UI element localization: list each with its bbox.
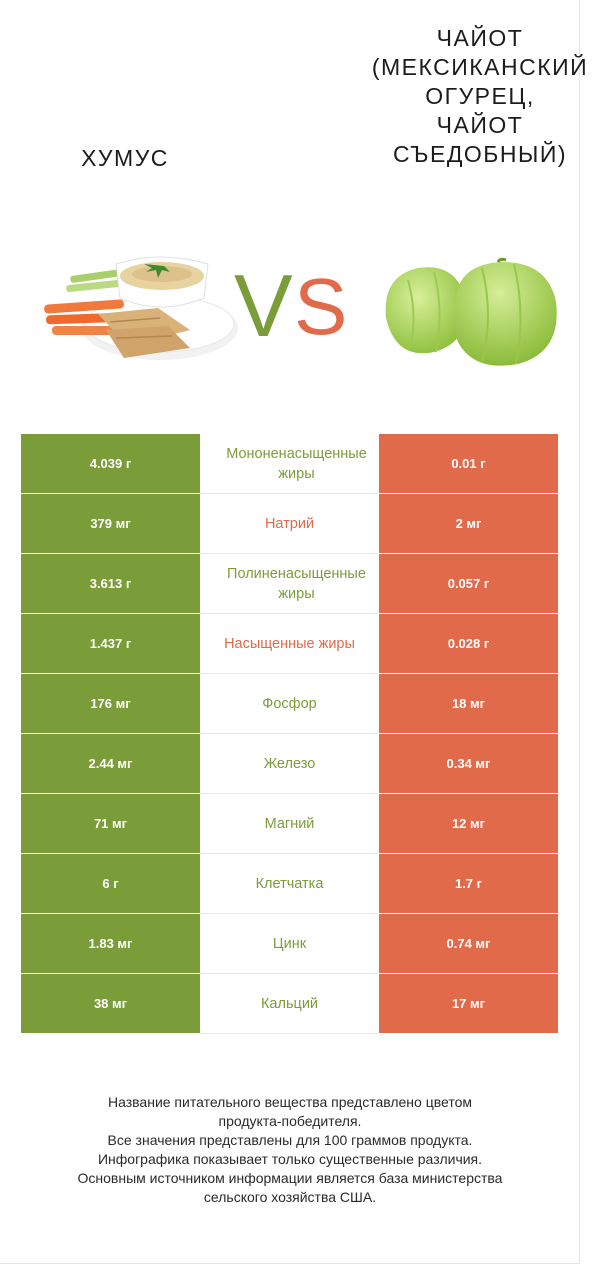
footer-line: Все значения представлены для 100 граммо… [107,1132,473,1148]
left-value-cell: 2.44 мг [21,734,200,793]
chayote-image [385,257,557,366]
table-row: 71 мг Магний 12 мг [21,794,558,854]
row-divider [200,553,379,554]
right-value-cell: 1.7 г [379,854,558,913]
row-divider [200,973,379,974]
table-row: 1.437 г Насыщенные жиры 0.028 г [21,614,558,674]
frame-right-border [579,0,580,1264]
footer-line: Основным источником информации является … [77,1170,503,1186]
row-divider [200,673,379,674]
hummus-bowl-image [44,256,238,360]
left-value-cell: 1.83 мг [21,914,200,973]
footer-line: Инфографика показывает только существенн… [97,1151,483,1167]
row-gap [379,733,558,734]
table-row: 4.039 г Мононенасыщенные жиры 0.01 г [21,434,558,494]
row-gap [21,853,200,854]
right-value-cell: 2 мг [379,494,558,553]
nutrient-name-cell: Железо [263,755,316,772]
vs-v-letter: V [234,256,293,346]
row-gap [379,613,558,614]
row-gap [379,673,558,674]
table-row: 6 г Клетчатка 1.7 г [21,854,558,914]
vs-mark: V S [234,256,347,346]
row-divider [200,853,379,854]
row-gap [379,853,558,854]
row-divider [200,793,379,794]
vs-s-letter: S [294,262,347,346]
row-gap [379,493,558,494]
row-gap [379,973,558,974]
nutrient-name-cell: Мононенасыщенные жиры [226,445,367,482]
nutrient-name-cell: Магний [264,815,315,832]
row-gap [21,1033,200,1034]
left-value-cell: 38 мг [21,974,200,1033]
nutrient-name-cell: Натрий [264,515,315,532]
right-food-title: Чайот (мексиканский огурец, чайот съедоб… [371,25,589,167]
row-gap [21,733,200,734]
row-gap [21,913,200,914]
row-gap [21,613,200,614]
footer-notes: Название питательного вещества представл… [20,1093,560,1207]
right-value-cell: 18 мг [379,674,558,733]
left-value-cell: 4.039 г [21,434,200,493]
table-row: 379 мг Натрий 2 мг [21,494,558,554]
right-value-cell: 0.057 г [379,554,558,613]
nutrient-name-cell: Полиненасыщенные жиры [227,565,366,602]
nutrient-name-cell: Цинк [272,935,307,952]
row-gap [21,973,200,974]
table-row: 1.83 мг Цинк 0.74 мг [21,914,558,974]
right-value-cell: 0.028 г [379,614,558,673]
left-value-cell: 1.437 г [21,614,200,673]
row-divider [200,493,379,494]
left-value-cell: 3.613 г [21,554,200,613]
footer-line: сельского хозяйства США. [203,1189,377,1205]
table-row: 176 мг Фосфор 18 мг [21,674,558,734]
left-value-cell: 379 мг [21,494,200,553]
row-gap [21,553,200,554]
row-divider [200,733,379,734]
table-row: 2.44 мг Железо 0.34 мг [21,734,558,794]
right-value-cell: 0.34 мг [379,734,558,793]
left-value-cell: 176 мг [21,674,200,733]
right-value-cell: 0.74 мг [379,914,558,973]
row-divider [200,913,379,914]
table-row: 3.613 г Полиненасыщенные жиры 0.057 г [21,554,558,614]
comparison-table: 4.039 г Мононенасыщенные жиры 0.01 г 379 мг… [21,434,558,1034]
row-gap [379,913,558,914]
row-gap [379,553,558,554]
row-gap [21,493,200,494]
nutrient-name-cell: Фосфор [262,695,317,712]
nutrient-name-cell: Кальций [260,995,319,1012]
row-gap [21,793,200,794]
footer-line: Название питательного вещества представл… [107,1094,473,1110]
row-gap [379,793,558,794]
left-value-cell: 6 г [21,854,200,913]
row-divider [200,1033,379,1034]
right-value-cell: 17 мг [379,974,558,1033]
footer-line: продукта-победителя. [218,1113,362,1129]
nutrient-name-cell: Клетчатка [255,875,324,892]
table-row: 38 мг Кальций 17 мг [21,974,558,1034]
right-value-cell: 0.01 г [379,434,558,493]
row-gap [21,673,200,674]
nutrient-name-cell: Насыщенные жиры [224,635,355,652]
row-divider [200,613,379,614]
left-food-title: Хумус [81,145,169,171]
row-gap [379,1033,558,1034]
right-value-cell: 12 мг [379,794,558,853]
left-value-cell: 71 мг [21,794,200,853]
